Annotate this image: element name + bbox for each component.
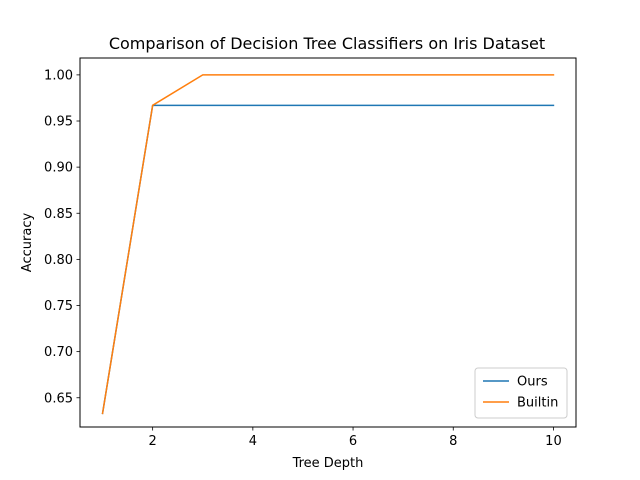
y-axis-label: Accuracy xyxy=(20,213,35,273)
series-line-builtin xyxy=(101,74,555,415)
x-axis: 2 4 6 8 10 xyxy=(149,427,562,449)
series-layer xyxy=(101,74,555,415)
x-tick-label: 10 xyxy=(545,434,562,449)
legend-label-builtin: Builtin xyxy=(517,396,558,411)
x-tick-label: 4 xyxy=(249,434,257,449)
y-tick-label: 0.90 xyxy=(44,161,73,176)
y-tick-label: 0.95 xyxy=(44,115,73,130)
plot-frame xyxy=(79,57,577,428)
y-tick-label: 1.00 xyxy=(44,68,73,83)
x-tick-label: 6 xyxy=(349,434,357,449)
y-axis: 0.65 0.70 0.75 0.80 0.85 0.90 0.95 1.00 xyxy=(44,68,80,406)
legend: Ours Builtin xyxy=(474,367,568,419)
x-tick-label: 8 xyxy=(449,434,457,449)
y-tick-label: 0.80 xyxy=(44,253,73,268)
y-tick-label: 0.75 xyxy=(44,299,73,314)
y-tick-label: 0.70 xyxy=(44,345,73,360)
y-tick-label: 0.85 xyxy=(44,207,73,222)
legend-label-ours: Ours xyxy=(517,375,548,390)
chart-title: Comparison of Decision Tree Classifiers … xyxy=(109,34,545,53)
series-line-ours xyxy=(101,104,555,415)
x-axis-label: Tree Depth xyxy=(292,456,364,471)
y-tick-label: 0.65 xyxy=(44,391,73,406)
x-tick-label: 2 xyxy=(149,434,157,449)
